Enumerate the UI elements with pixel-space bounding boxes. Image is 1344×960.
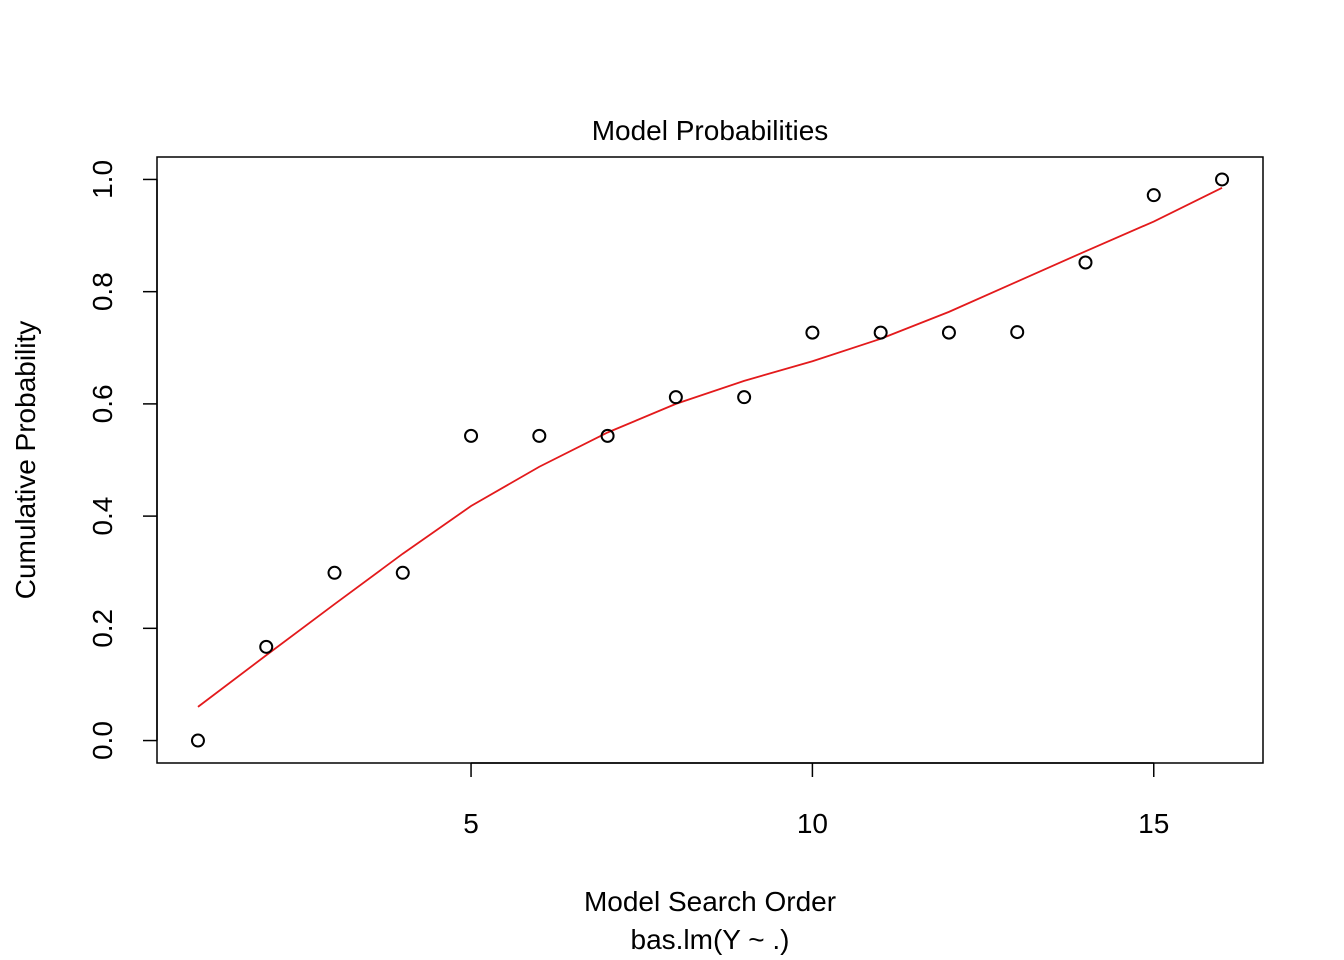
y-tick-label: 0.8 (87, 272, 118, 311)
data-point (464, 428, 479, 443)
x-tick-label: 10 (797, 808, 828, 839)
series-layer (190, 172, 1230, 748)
y-tick-label: 0.6 (87, 384, 118, 423)
smooth-fit-line (197, 187, 1223, 708)
data-point (259, 639, 274, 654)
x-axis-sublabel: bas.lm(Y ~ .) (631, 924, 790, 955)
y-axis: 0.0 0.2 0.4 0.6 0.8 1.0 (87, 160, 158, 760)
data-point (1146, 188, 1161, 203)
plot-frame (156, 156, 1264, 764)
y-tick-label: 0.2 (87, 609, 118, 648)
data-point (1215, 172, 1230, 187)
y-tick-label: 0.4 (87, 497, 118, 536)
data-point (1078, 255, 1093, 270)
y-tick-label: 1.0 (87, 160, 118, 199)
data-point (600, 428, 615, 443)
y-tick-label: 0.0 (87, 721, 118, 760)
data-point (395, 565, 410, 580)
data-point (668, 390, 683, 405)
y-axis-label: Cumulative Probability (10, 321, 41, 600)
chart-title: Model Probabilities (592, 115, 829, 146)
x-axis: 5 10 15 (463, 762, 1169, 839)
data-point (805, 325, 820, 340)
data-point (532, 428, 547, 443)
x-tick-label: 15 (1138, 808, 1169, 839)
data-point (873, 325, 888, 340)
data-point (190, 733, 205, 748)
data-point (1010, 325, 1025, 340)
x-tick-label: 5 (463, 808, 479, 839)
data-point (941, 325, 956, 340)
data-point (327, 565, 342, 580)
x-axis-label: Model Search Order (584, 886, 836, 917)
data-point (737, 390, 752, 405)
